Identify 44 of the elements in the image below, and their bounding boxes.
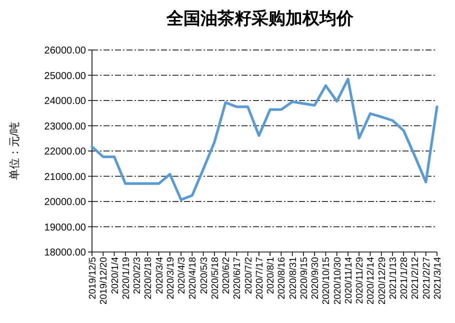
x-tick-label: 2020/7/17 bbox=[254, 257, 266, 300]
x-tick-label: 2020/2/18 bbox=[143, 257, 154, 300]
x-tick-label: 2020/4/18 bbox=[188, 257, 199, 300]
x-tick-label: 2021/1/28 bbox=[399, 257, 410, 300]
x-tick-label: 2020/9/30 bbox=[310, 257, 322, 300]
y-tick-label: 21000.00 bbox=[44, 172, 86, 183]
x-tick-label: 2021/3/14 bbox=[432, 257, 444, 300]
x-tick-label: 2020/4/3 bbox=[176, 257, 188, 294]
x-tick-label: 2020/8/1 bbox=[266, 257, 277, 294]
y-tick-label: 26000.00 bbox=[44, 46, 86, 56]
y-tick-label: 20000.00 bbox=[44, 197, 86, 208]
line-series bbox=[90, 78, 438, 202]
x-tick-label: 2020/1/4 bbox=[110, 257, 121, 294]
x-tick-label: 2020/2/3 bbox=[132, 257, 144, 294]
x-tick-label: 2020/11/29 bbox=[354, 257, 366, 304]
x-tick-label: 2021/2/27 bbox=[421, 257, 432, 300]
x-tick-label: 2020/8/31 bbox=[288, 257, 299, 300]
x-tick-label: 2020/9/15 bbox=[298, 257, 310, 300]
y-tick-label: 25000.00 bbox=[44, 70, 86, 82]
x-tick-label: 2020/3/4 bbox=[154, 257, 166, 294]
x-tick-label: 2020/7/2 bbox=[243, 257, 254, 294]
y-tick-label: 19000.00 bbox=[44, 222, 86, 234]
x-tick-label: 2020/1/19 bbox=[120, 257, 132, 300]
x-tick-label: 2020/11/14 bbox=[343, 257, 354, 304]
x-tick-label: 2020/8/16 bbox=[276, 257, 288, 300]
x-tick-label: 2020/5/18 bbox=[210, 257, 221, 300]
y-tick-label: 24000.00 bbox=[44, 96, 86, 107]
x-tick-label: 2020/10/30 bbox=[332, 257, 344, 305]
x-tick-label: 2020/10/15 bbox=[321, 257, 332, 305]
y-tick-label: 23000.00 bbox=[44, 121, 86, 132]
x-tick-label: 2020/12/29 bbox=[376, 257, 388, 305]
x-tick-label: 2021/1/13 bbox=[388, 257, 399, 300]
x-tick-label: 2019/12/5 bbox=[88, 257, 98, 300]
y-axis-title: 单位：元/吨 bbox=[8, 122, 21, 180]
x-tick-label: 2020/6/17 bbox=[232, 257, 244, 300]
x-tick-label: 2020/6/2 bbox=[221, 257, 232, 294]
x-tick-label: 2020/5/3 bbox=[198, 257, 210, 294]
y-tick-label: 22000.00 bbox=[44, 146, 86, 158]
x-tick-label: 2021/2/12 bbox=[410, 257, 422, 300]
y-tick-label: 18000.00 bbox=[44, 248, 86, 258]
x-tick-label: 2020/12/14 bbox=[366, 257, 377, 305]
chart-title: 全国油茶籽采购加权均价 bbox=[166, 9, 354, 28]
x-tick-label: 2020/3/19 bbox=[165, 257, 176, 300]
x-tick-label: 2019/12/20 bbox=[98, 257, 110, 305]
